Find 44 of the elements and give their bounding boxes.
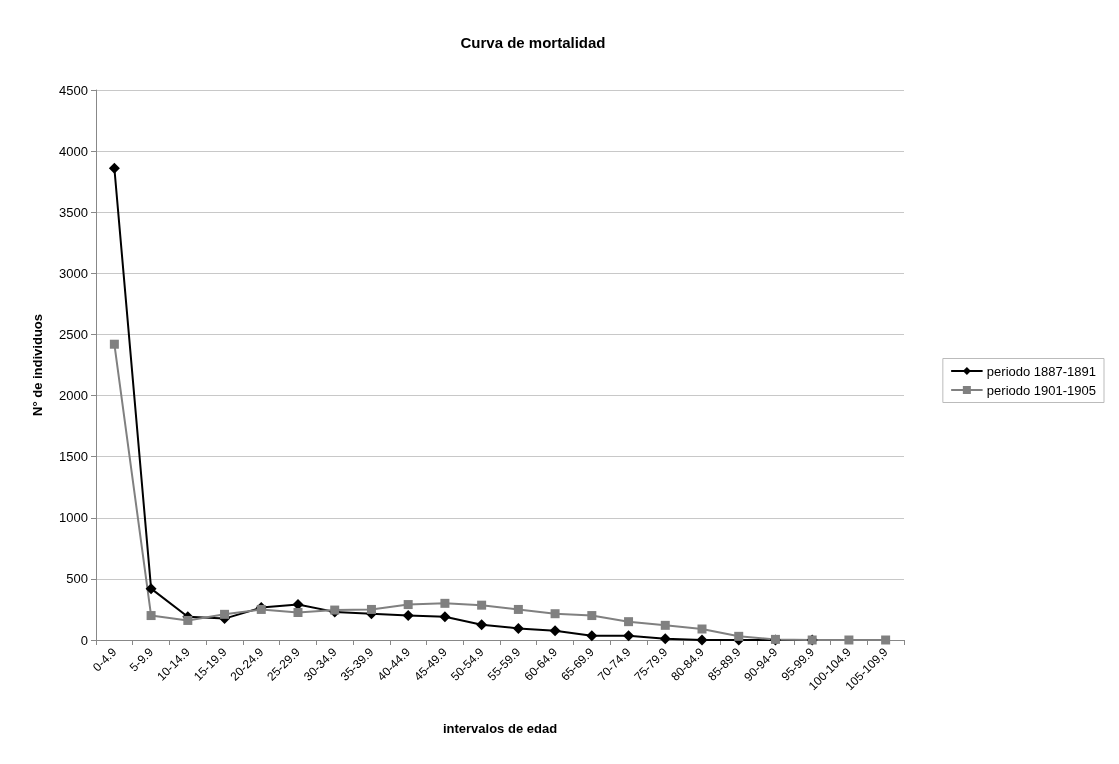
point bbox=[586, 630, 598, 642]
point bbox=[660, 620, 670, 630]
point bbox=[366, 604, 376, 614]
y-tick-label: 0 bbox=[80, 632, 88, 648]
point bbox=[109, 339, 119, 349]
point bbox=[403, 600, 413, 610]
point bbox=[477, 600, 487, 610]
y-tick-label: 1000 bbox=[59, 510, 88, 526]
y-tick-label: 4500 bbox=[59, 82, 88, 98]
point bbox=[293, 608, 303, 617]
y-tick-label: 2000 bbox=[59, 388, 88, 404]
point bbox=[734, 631, 744, 641]
point bbox=[549, 625, 561, 637]
point bbox=[697, 624, 707, 634]
point bbox=[513, 604, 523, 614]
y-tick-label: 3000 bbox=[59, 265, 88, 281]
point bbox=[512, 622, 524, 634]
y-tick-label: 2500 bbox=[59, 326, 88, 342]
point bbox=[476, 619, 488, 631]
chart-title: Curva de mortalidad bbox=[460, 34, 606, 51]
point bbox=[659, 633, 671, 645]
point bbox=[440, 598, 450, 608]
legend-label: periodo 1887-1891 bbox=[986, 363, 1097, 379]
y-tick-label: 1500 bbox=[59, 449, 88, 465]
point bbox=[402, 610, 414, 622]
y-tick-label: 4000 bbox=[59, 143, 88, 159]
point bbox=[146, 611, 156, 621]
legend-label: periodo 1901-1905 bbox=[986, 382, 1097, 398]
point bbox=[145, 583, 157, 595]
point bbox=[220, 609, 230, 619]
x-axis-title: intervalos de edad bbox=[442, 721, 558, 736]
point bbox=[439, 611, 451, 623]
y-tick-label: 500 bbox=[66, 571, 88, 587]
point bbox=[587, 611, 597, 621]
point bbox=[183, 615, 193, 625]
point bbox=[623, 630, 635, 642]
point bbox=[550, 609, 560, 619]
point bbox=[108, 162, 120, 174]
point bbox=[696, 634, 708, 646]
point bbox=[624, 617, 634, 627]
y-axis-title: N° de individuos bbox=[30, 314, 45, 416]
y-tick-label: 3500 bbox=[59, 204, 88, 220]
point bbox=[844, 635, 854, 645]
point bbox=[881, 635, 891, 645]
